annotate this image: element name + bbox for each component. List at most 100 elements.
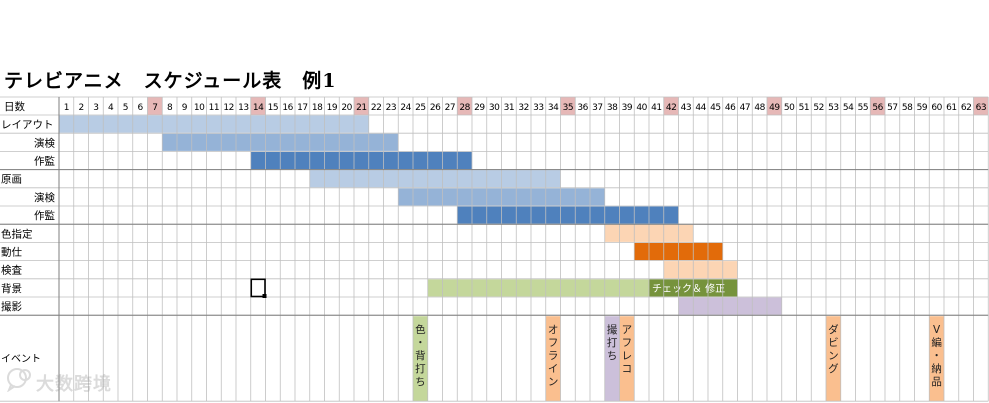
day-number: 29 [474,103,485,113]
day-highlight-cell [560,97,576,115]
day-number: 53 [828,103,838,113]
row-label: 演検 [34,136,55,149]
day-number: 27 [445,103,455,113]
day-number: 44 [695,103,706,113]
day-number: 55 [858,103,868,113]
day-number: 11 [209,103,219,113]
day-number: 57 [887,103,897,113]
day-number: 17 [297,103,307,113]
day-number: 38 [607,103,618,113]
selected-cell-fill-handle [262,294,267,298]
row-label: 動仕 [1,246,22,259]
day-number: 52 [813,103,823,113]
task-bar [309,170,561,188]
page-title: テレビアニメ スケジュール表 例1 [4,70,337,92]
day-number: 12 [223,103,233,113]
day-number: 2 [79,103,84,113]
day-number: 41 [651,103,661,113]
day-number: 25 [415,103,425,113]
event-row-label: イベント [1,353,41,365]
day-number: 18 [312,103,323,113]
day-number: 42 [666,103,676,113]
day-number: 19 [327,103,338,113]
day-highlight-cell [663,97,679,115]
day-highlight-cell [354,97,369,115]
day-number: 21 [356,103,366,113]
row-label: 色指定 [1,227,33,240]
day-number: 37 [592,103,602,113]
day-number: 8 [167,103,173,113]
day-highlight-cell [767,97,782,115]
day-highlight-cell [457,97,472,115]
day-highlight-cell [250,97,266,115]
event-marker [826,316,841,402]
day-number: 58 [902,103,913,113]
event-marker [413,316,428,402]
day-number: 24 [400,103,411,113]
day-number: 39 [622,103,633,113]
task-bar [457,206,679,224]
day-number: 32 [518,103,528,113]
day-number: 5 [123,103,128,113]
day-number: 56 [872,103,883,113]
day-number: 40 [636,103,647,113]
day-number: 26 [430,103,441,113]
day-number: 49 [769,103,780,113]
day-highlight-cell [973,97,989,115]
day-number: 16 [282,103,293,113]
day-number: 50 [784,103,795,113]
speech-bubble-logo-icon [6,368,31,393]
event-label: 撮打ち [607,323,618,362]
day-number: 7 [152,103,157,113]
row-label: 作監 [34,209,55,222]
selected-cell [250,278,266,298]
event-label: V 編・納品 [931,324,942,388]
event-marker [545,316,561,402]
day-number: 6 [138,103,144,113]
event-marker [604,316,620,402]
row-label: 演検 [34,191,55,204]
day-number: 4 [108,103,114,113]
day-number: 3 [93,103,98,113]
day-number: 10 [194,103,205,113]
event-marker [929,316,944,402]
day-number: 43 [681,103,691,113]
day-number: 36 [577,103,588,113]
task-bar [59,115,369,133]
day-number: 60 [931,103,942,113]
event-label: 色・背打ち [415,323,426,388]
day-highlight-cell [147,97,163,115]
day-number: 1 [64,103,69,113]
day-number: 34 [548,103,559,113]
row-label: 作監 [34,155,55,168]
task-bar [663,261,738,279]
day-number: 59 [917,103,928,113]
day-number: 15 [268,103,278,113]
day-number: 62 [961,103,971,113]
row-label: レイアウト [1,119,54,131]
day-number: 63 [976,103,986,113]
day-number: 30 [489,103,500,113]
row-label: 検査 [1,264,22,277]
watermark: 大数跨境 [6,366,136,396]
task-bar-label: チェック＆ 修正 [652,282,725,295]
day-highlight-cell [870,97,885,115]
day-header-label: 日数 [4,100,25,113]
day-number: 61 [946,103,956,113]
event-marker [619,316,635,402]
row-label: 原画 [1,174,22,186]
event-label: オフライン [548,324,559,388]
watermark-text: 大数跨境 [36,374,112,395]
task-bar [250,151,472,170]
task-bar [678,297,782,315]
day-number: 47 [740,103,750,113]
day-number: 23 [386,103,396,113]
day-number: 13 [238,103,248,113]
event-label: アフレコ [622,324,633,375]
row-label: 背景 [1,282,22,295]
day-number: 14 [253,103,264,113]
day-number: 51 [799,103,809,113]
day-number: 54 [843,103,854,113]
day-number: 46 [725,103,736,113]
